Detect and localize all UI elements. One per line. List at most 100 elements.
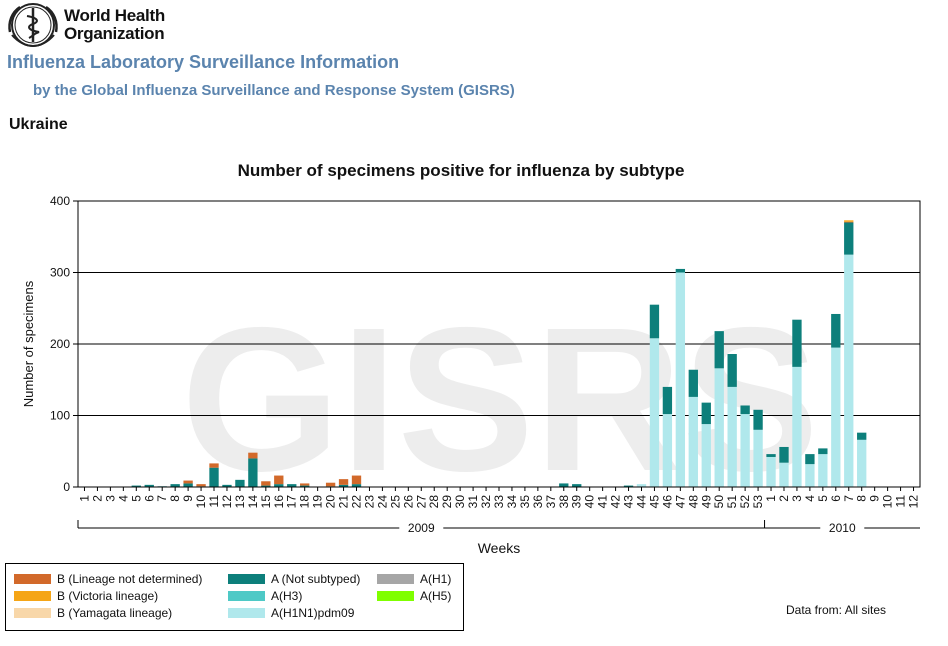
legend-item: A(H1N1)pdm09 (228, 606, 354, 620)
x-tick-label: 48 (686, 495, 700, 509)
legend-swatch (14, 591, 51, 601)
x-tick-label: 28 (427, 495, 441, 509)
legend-swatch (14, 608, 51, 618)
bar-segment (675, 272, 686, 487)
bar-segment (792, 366, 802, 487)
who-logo: World Health Organization (6, 2, 165, 48)
bar-segment (792, 319, 802, 367)
x-tick-label: 21 (337, 495, 351, 509)
bar-segment (818, 454, 828, 487)
bar-segment (831, 347, 841, 487)
x-tick-label: 23 (362, 495, 376, 509)
x-tick-label: 3 (103, 495, 117, 502)
x-tick-label: 15 (259, 495, 273, 509)
chart: GISRS Number of specimens positive for i… (21, 161, 921, 556)
x-tick-label: 1 (764, 495, 778, 502)
legend-label: B (Lineage not determined) (57, 572, 203, 586)
x-tick-label: 4 (803, 495, 817, 502)
watermark-text: GISRS (181, 285, 819, 514)
bar-segment (766, 454, 776, 457)
x-tick-label: 25 (388, 495, 402, 509)
x-tick-label: 36 (531, 495, 545, 509)
year-label: 2010 (829, 521, 856, 535)
y-tick-label: 0 (63, 480, 70, 494)
legend-swatch (228, 608, 265, 618)
legend-label: A (Not subtyped) (271, 572, 361, 586)
bar-segment (338, 479, 349, 485)
x-tick-label: 24 (375, 495, 389, 509)
y-axis-label: Number of specimens (21, 280, 36, 407)
bar-segment (857, 439, 867, 487)
x-tick-label: 13 (233, 495, 247, 509)
bar-segment (688, 396, 698, 487)
bar-segment (623, 485, 634, 487)
x-tick-label: 9 (181, 495, 195, 502)
bar-segment (727, 354, 737, 387)
legend: B (Lineage not determined) B (Victoria l… (5, 563, 464, 631)
bar-segment (183, 483, 193, 487)
bar-segment (248, 452, 258, 459)
x-tick-label: 46 (660, 495, 674, 509)
bar-segment (714, 368, 724, 487)
x-tick-label: 27 (414, 495, 428, 509)
bar-segment (144, 484, 154, 487)
x-tick-label: 1 (77, 495, 91, 502)
y-tick-label: 100 (50, 409, 70, 423)
x-tick-label: 5 (129, 495, 143, 502)
bar-segment (325, 482, 336, 487)
bar-segment (714, 331, 724, 369)
x-tick-label: 10 (194, 495, 208, 509)
legend-swatch (228, 591, 265, 601)
x-tick-label: 17 (285, 495, 299, 509)
bar-segment (183, 480, 193, 484)
bar-segment (753, 429, 763, 487)
bar-segment (662, 414, 673, 487)
x-tick-label: 44 (634, 495, 648, 509)
year-label: 2009 (408, 521, 435, 535)
x-tick-label: 7 (155, 495, 169, 502)
y-tick-label: 400 (50, 194, 70, 208)
x-tick-label: 50 (712, 495, 726, 509)
bar-segment (831, 313, 841, 348)
x-tick-label: 38 (557, 495, 571, 509)
bar-segment (779, 446, 789, 463)
x-tick-label: 40 (583, 495, 597, 509)
x-tick-label: 53 (751, 495, 765, 509)
x-tick-label: 49 (699, 495, 713, 509)
bar-segment (351, 475, 362, 485)
bar-segment (209, 463, 219, 468)
x-tick-label: 29 (440, 495, 454, 509)
bar-segment (649, 304, 660, 339)
x-tick-label: 37 (544, 495, 558, 509)
legend-item: A (Not subtyped) (228, 572, 360, 586)
bar-segment (261, 485, 271, 487)
bar-segment (727, 386, 737, 487)
x-tick-label: 26 (401, 495, 415, 509)
legend-swatch (228, 574, 265, 584)
x-tick-label: 7 (842, 495, 856, 502)
legend-swatch (377, 591, 414, 601)
bar-segment (196, 484, 206, 487)
legend-label: B (Victoria lineage) (57, 589, 159, 603)
x-tick-label: 22 (350, 495, 364, 509)
x-tick-label: 20 (324, 495, 338, 509)
bar-segment (805, 454, 815, 465)
x-tick-label: 6 (829, 495, 843, 502)
legend-label: A(H5) (420, 589, 452, 603)
x-tick-label: 3 (790, 495, 804, 502)
x-tick-label: 51 (725, 495, 739, 509)
x-tick-label: 52 (738, 495, 752, 509)
bar-segment (662, 386, 673, 415)
bar-segment (235, 479, 245, 487)
x-tick-label: 41 (596, 495, 610, 509)
bar-segment (818, 448, 828, 455)
bar-segment (338, 484, 349, 487)
x-tick-label: 14 (246, 495, 260, 509)
chart-title: Number of specimens positive for influen… (238, 161, 685, 180)
bar-segment (688, 369, 698, 397)
x-tick-label: 9 (868, 495, 882, 502)
x-tick-label: 11 (207, 495, 221, 508)
bar-segment (300, 485, 310, 487)
legend-label: A(H1N1)pdm09 (271, 606, 355, 620)
x-tick-label: 19 (311, 495, 325, 509)
